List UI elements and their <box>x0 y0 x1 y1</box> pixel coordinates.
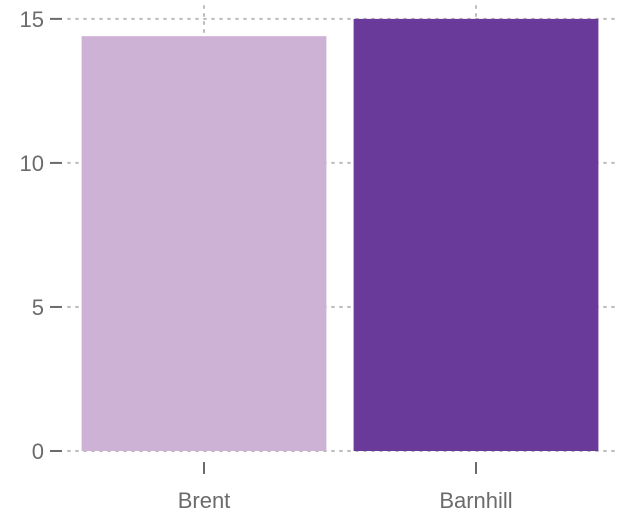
bars <box>81 18 599 452</box>
y-axis: 0 5 10 15 <box>20 7 62 464</box>
bar-barnhill <box>353 18 599 451</box>
x-tick-label-brent: Brent <box>178 488 231 512</box>
y-tick-label-0: 0 <box>32 439 44 464</box>
y-tick-label-15: 15 <box>20 7 44 32</box>
x-tick-label-barnhill: Barnhill <box>439 488 512 512</box>
x-axis: Brent Barnhill <box>178 462 513 512</box>
bar-brent <box>81 36 327 452</box>
y-tick-label-5: 5 <box>32 295 44 320</box>
y-tick-label-10: 10 <box>20 151 44 176</box>
